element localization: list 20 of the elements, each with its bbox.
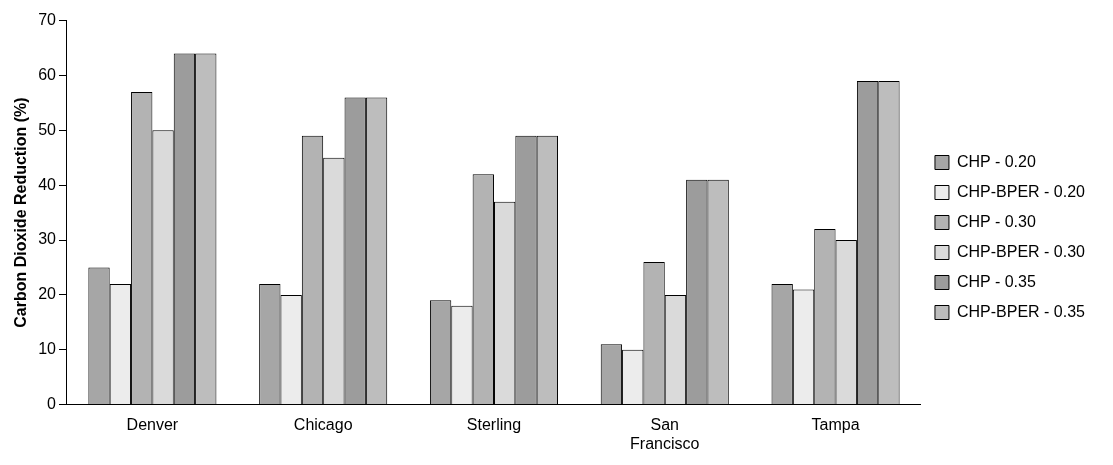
x-tick-label: San Francisco: [630, 415, 700, 452]
y-tick-label: 40: [38, 175, 57, 193]
x-tick-label: Chicago: [293, 415, 353, 433]
legend-label: CHP - 0.20: [956, 152, 1036, 170]
x-tick-label: Sterling: [466, 415, 522, 433]
y-axis-title: Carbon Dioxide Reduction (%): [12, 97, 30, 328]
x-tick-label: Denver: [126, 415, 179, 433]
y-tick-label: 0: [47, 395, 57, 413]
legend-label: CHP - 0.35: [956, 272, 1036, 290]
legend-label: CHP-BPER - 0.20: [956, 182, 1086, 200]
legend-label: CHP-BPER - 0.35: [956, 302, 1086, 320]
y-tick-label: 10: [38, 340, 57, 358]
legend-label: CHP-BPER - 0.30: [956, 242, 1086, 260]
y-tick-label: 20: [38, 285, 57, 303]
y-tick-label: 30: [38, 230, 57, 248]
legend-label: CHP - 0.30: [956, 212, 1036, 230]
x-tick-label: Tampa: [811, 415, 860, 433]
y-tick-label: 60: [38, 65, 57, 83]
y-tick-label: 50: [38, 120, 57, 138]
y-tick-label: 70: [38, 11, 57, 29]
